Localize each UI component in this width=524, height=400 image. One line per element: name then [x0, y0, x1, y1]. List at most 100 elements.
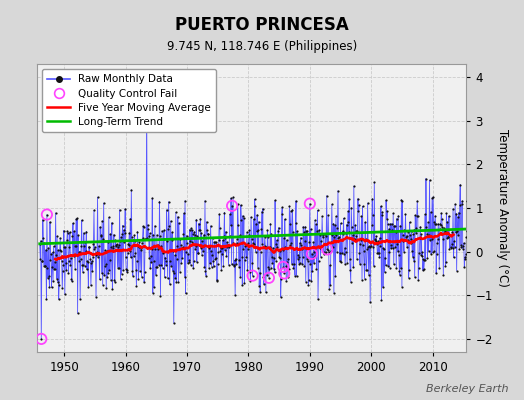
Point: [80, 230, 88, 236]
Point: [107, 220, 116, 226]
Point: [231, 292, 239, 298]
Point: [178, 255, 187, 261]
Point: [447, 244, 455, 250]
Point: [292, 273, 301, 279]
Point: [413, 198, 421, 204]
Point: [40, 240, 49, 246]
Point: [225, 243, 233, 250]
Point: [342, 249, 350, 255]
Point: [190, 258, 198, 264]
Point: [41, 263, 49, 269]
Point: [204, 230, 212, 237]
Point: [420, 266, 428, 272]
Point: [231, 257, 239, 264]
Point: [366, 299, 374, 305]
Point: [118, 222, 127, 229]
Point: [91, 252, 100, 258]
Point: [318, 213, 326, 220]
Point: [187, 225, 195, 232]
Point: [223, 239, 231, 245]
Point: [404, 229, 412, 235]
Point: [104, 270, 113, 276]
Point: [115, 206, 124, 213]
Point: [248, 260, 256, 266]
Point: [454, 210, 463, 216]
Point: [70, 243, 79, 249]
Point: [272, 237, 281, 243]
Point: [331, 222, 339, 228]
Point: [183, 260, 192, 266]
Point: [103, 248, 111, 254]
Point: [162, 207, 171, 213]
Point: [452, 229, 460, 236]
Point: [386, 264, 394, 271]
Point: [79, 269, 87, 275]
Point: [212, 239, 221, 246]
Point: [37, 238, 45, 244]
Point: [257, 226, 266, 232]
Point: [134, 276, 143, 283]
Point: [167, 262, 176, 269]
Point: [274, 247, 282, 253]
Point: [419, 267, 427, 274]
Point: [99, 236, 107, 243]
Point: [285, 203, 293, 209]
Point: [398, 198, 407, 204]
Point: [275, 224, 283, 231]
Point: [313, 228, 321, 234]
Point: [279, 264, 288, 270]
Point: [94, 254, 102, 260]
Point: [370, 236, 379, 242]
Point: [114, 244, 122, 250]
Point: [66, 262, 74, 268]
Point: [341, 245, 349, 251]
Point: [390, 223, 399, 230]
Point: [183, 239, 191, 246]
Point: [400, 227, 409, 233]
Point: [48, 264, 56, 270]
Point: [188, 227, 196, 234]
Point: [92, 293, 100, 300]
Point: [286, 241, 294, 248]
Point: [283, 258, 291, 265]
Point: [299, 254, 307, 260]
Point: [325, 262, 334, 269]
Point: [193, 259, 201, 265]
Point: [245, 227, 254, 233]
Point: [426, 237, 434, 244]
Point: [167, 218, 175, 224]
Point: [191, 232, 199, 238]
Point: [128, 234, 136, 240]
Point: [443, 235, 451, 242]
Point: [249, 240, 257, 246]
Point: [388, 245, 397, 251]
Point: [315, 227, 323, 233]
Point: [201, 198, 209, 204]
Point: [425, 232, 433, 238]
Point: [435, 226, 444, 232]
Point: [268, 260, 277, 266]
Point: [313, 207, 322, 214]
Point: [330, 234, 339, 240]
Point: [139, 224, 148, 230]
Point: [244, 240, 253, 247]
Point: [388, 226, 396, 233]
Point: [261, 243, 269, 250]
Point: [187, 261, 195, 268]
Point: [399, 238, 408, 245]
Point: [62, 260, 70, 266]
Point: [81, 262, 89, 269]
Point: [339, 231, 347, 238]
Point: [91, 244, 99, 250]
Point: [163, 275, 172, 282]
Point: [210, 239, 219, 246]
Point: [237, 216, 245, 223]
Point: [54, 296, 63, 302]
Point: [101, 247, 110, 254]
Point: [108, 286, 116, 292]
Point: [239, 215, 248, 222]
Point: [461, 254, 469, 260]
Point: [226, 211, 234, 217]
Point: [189, 264, 198, 271]
Point: [154, 242, 162, 248]
